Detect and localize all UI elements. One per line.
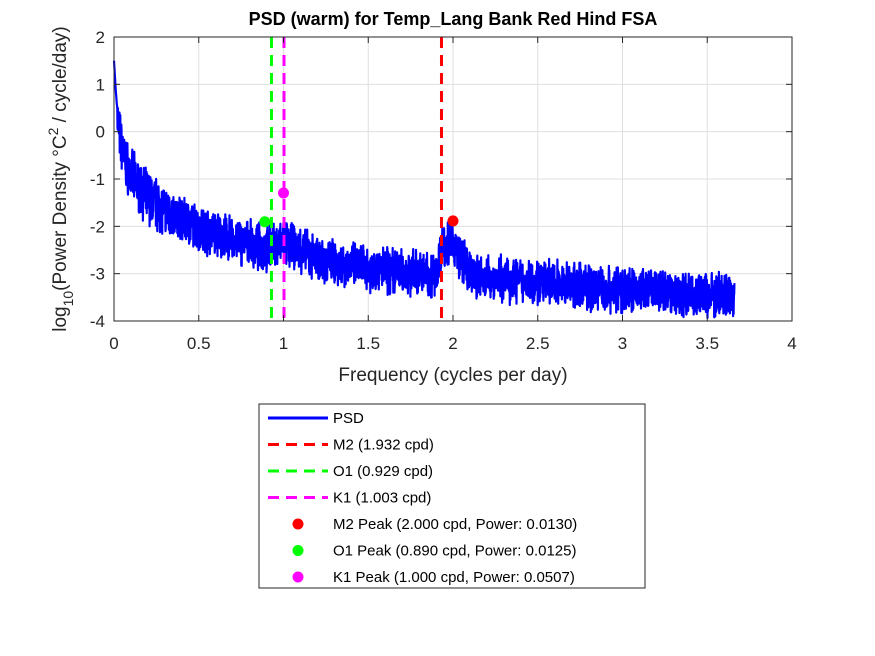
x-tick-label: 0 [109,334,118,353]
y-label-suffix: / cycle/day) [50,26,71,127]
legend: PSD M2 (1.932 cpd) O1 (0.929 cpd) K1 (1.003… [258,403,646,589]
y-tick-label: 0 [96,123,105,142]
legend-label: K1 (1.003 cpd) [333,490,431,507]
y-label-main: (Power Density °C [50,135,71,290]
psd-line [112,60,736,319]
y-tick-label: -2 [90,217,105,236]
x-tick-label: 2.5 [526,334,550,353]
x-tick-label: 2 [448,334,457,353]
chart-title: PSD (warm) for Temp_Lang Bank Red Hind F… [249,9,658,29]
legend-label: M2 Peak (2.000 cpd, Power: 0.0130) [333,516,577,533]
legend-label: O1 Peak (0.890 cpd, Power: 0.0125) [333,543,576,560]
x-tick-label: 3 [618,334,627,353]
y-label-subscript: 10 [60,291,76,307]
legend-label: M2 (1.932 cpd) [333,437,434,454]
x-tick-label: 4 [787,334,796,353]
legend-label: PSD [333,410,364,427]
peak-marker-o1 [259,216,271,228]
peak-marker-m2 [447,215,459,227]
y-tick-label: -3 [90,265,105,284]
y-label-superscript: 2 [45,127,61,135]
legend-swatch-marker [292,518,304,530]
y-tick-label: 1 [96,75,105,94]
y-label-prefix: log [50,306,71,331]
x-tick-label: 1.5 [356,334,380,353]
legend-label: K1 Peak (1.000 cpd, Power: 0.0507) [333,569,575,586]
x-tick-label: 3.5 [695,334,719,353]
y-tick-label: -4 [90,312,105,331]
x-tick-label: 1 [279,334,288,353]
peak-markers [259,187,459,228]
y-tick-label: 2 [96,28,105,47]
x-tick-label: 0.5 [187,334,211,353]
peak-marker-k1 [278,187,289,199]
legend-label: O1 (0.929 cpd) [333,463,433,480]
legend-box [258,403,646,589]
tidal-lines [269,37,443,321]
y-ticks: -4 -3 -2 -1 0 1 2 [90,28,792,331]
legend-items: PSD M2 (1.932 cpd) O1 (0.929 cpd) K1 (1.003… [268,410,577,586]
y-tick-label: -1 [90,170,105,189]
psd-layer [112,60,736,319]
x-axis-label: Frequency (cycles per day) [338,365,567,386]
legend-swatch-marker [292,545,304,556]
x-ticks: 0 0.5 1 1.5 2 2.5 3 3.5 4 [109,37,797,353]
legend-swatch-marker [292,571,304,583]
y-axis-label: log10(Power Density °C2 / cycle/day) [45,26,76,332]
